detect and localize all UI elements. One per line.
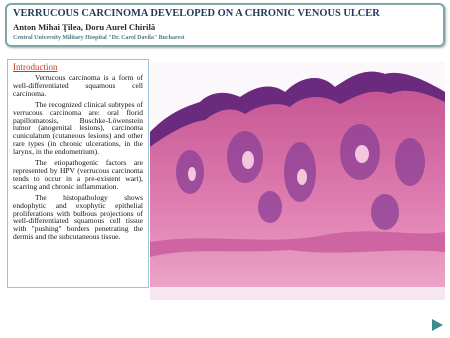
arrow-shape[interactable] bbox=[432, 319, 443, 331]
histology-image bbox=[150, 62, 445, 300]
intro-box: Introduction Verrucous carcinoma is a fo… bbox=[7, 59, 149, 288]
paragraph: Verrucous carcinoma is a form of well-di… bbox=[13, 73, 143, 98]
paragraph: The recognized clinical subtypes of verr… bbox=[13, 99, 143, 157]
header-box: VERRUCOUS CARCINOMA DEVELOPED ON A CHRON… bbox=[5, 3, 445, 47]
paragraph: The etiopathogenic factors are represent… bbox=[13, 158, 143, 191]
next-arrow[interactable] bbox=[430, 318, 444, 332]
title: VERRUCOUS CARCINOMA DEVELOPED ON A CHRON… bbox=[13, 8, 380, 19]
intro-heading: Introduction bbox=[13, 62, 58, 72]
paragraph: The histopathology shows endophytic and … bbox=[13, 192, 143, 242]
affiliation: Central University Military Hospital "Dr… bbox=[13, 35, 185, 41]
authors: Anton Mihai Ţilea, Doru Aurel Chirilă bbox=[13, 22, 156, 32]
